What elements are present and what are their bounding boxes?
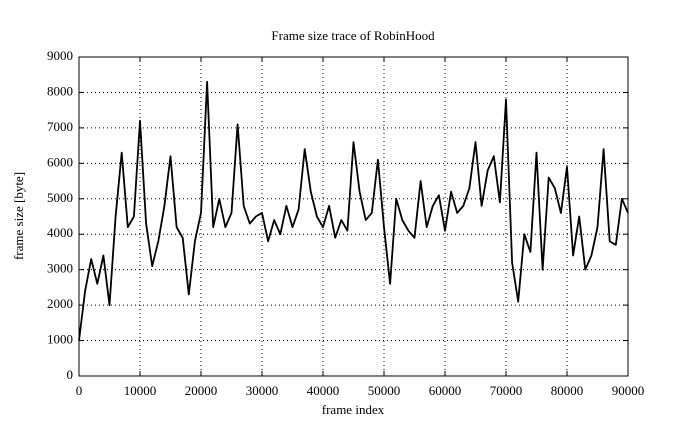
- plot-frame: [78, 56, 629, 377]
- chart-title: Frame size trace of RobinHood: [271, 28, 435, 43]
- data-line: [78, 80, 629, 341]
- x-tick-label: 70000: [490, 383, 523, 398]
- y-tick-label: 8000: [47, 83, 73, 98]
- y-tick-label: 2000: [47, 296, 73, 311]
- y-tick-label: 6000: [47, 154, 73, 169]
- y-tick-label: 7000: [47, 119, 73, 134]
- x-tick-label: 10000: [124, 383, 157, 398]
- x-axis-label: frame index: [322, 402, 385, 417]
- y-tick-label: 4000: [47, 225, 73, 240]
- x-tick-label: 60000: [429, 383, 462, 398]
- x-tick-label: 40000: [307, 383, 340, 398]
- x-tick-label: 0: [76, 383, 83, 398]
- y-tick-label: 3000: [47, 261, 73, 276]
- y-tick-label: 1000: [47, 332, 73, 347]
- y-tick-label: 0: [67, 367, 74, 382]
- x-tick-label: 80000: [551, 383, 584, 398]
- x-tick-label: 50000: [368, 383, 401, 398]
- x-tick-label: 20000: [185, 383, 218, 398]
- x-tick-label: 90000: [612, 383, 645, 398]
- y-tick-label: 9000: [47, 48, 73, 63]
- y-axis-label: frame size [byte]: [11, 172, 26, 260]
- x-tick-label: 30000: [246, 383, 279, 398]
- y-tick-label: 5000: [47, 190, 73, 205]
